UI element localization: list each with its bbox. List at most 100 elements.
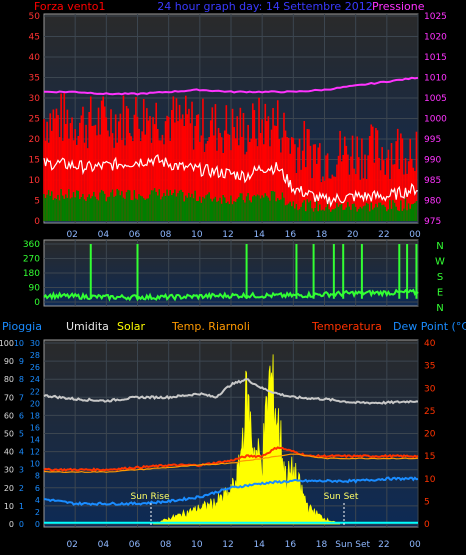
chart-title: 24 hour graph day: 14 Settembre 2012	[157, 0, 372, 13]
x-tick-label: 08	[160, 540, 172, 550]
solar-tick: 20	[30, 399, 40, 408]
x-tick-label: 00	[409, 230, 421, 240]
compass-tick: W	[435, 257, 445, 268]
rain-tick: 6	[19, 411, 24, 420]
temperature-line	[43, 446, 419, 472]
x-axis-top: 02 04 06 08 10 12 14 16 18 20 22 00	[66, 230, 421, 240]
direction-tick: 360	[23, 240, 40, 250]
temperature-tick: 30	[424, 384, 436, 394]
legend-temperatura: Temperatura	[311, 320, 382, 333]
wind-tick: 45	[29, 33, 40, 43]
rain-tick: 10	[14, 339, 24, 348]
wind-bars	[43, 92, 418, 221]
legend-dew-point: Dew Point (°C)	[393, 320, 466, 333]
direction-tick: 0	[34, 298, 40, 308]
pressure-tick: 1020	[424, 33, 447, 43]
temperature-tick: 5	[424, 497, 430, 507]
rain-tick: 4	[19, 448, 24, 457]
x-tick-label: 10	[191, 540, 203, 550]
x-axis-bottom: 02 04 06 08 10 12 14 16 18 Sun Set 22 00	[66, 540, 421, 550]
rain-tick: 1	[19, 502, 24, 511]
pressure-tick: 1005	[424, 94, 447, 104]
direction-grid	[44, 240, 419, 306]
temperature-tick: 25	[424, 407, 435, 417]
solar-tick: 10	[30, 460, 40, 469]
pressure-tick: 980	[424, 197, 441, 207]
humidity-tick: 80	[4, 375, 14, 384]
direction-spikes	[89, 244, 418, 299]
humidity-tick: 90	[4, 357, 14, 366]
humidity-tick: 70	[4, 393, 14, 402]
x-tick-label: 16	[285, 230, 297, 240]
x-tick-label: 04	[98, 540, 110, 550]
legend-umidita: Umidita	[66, 320, 109, 333]
direction-tick: 180	[23, 269, 40, 279]
wind-tick: 0	[34, 217, 40, 227]
direction-tick: 270	[23, 255, 40, 265]
x-tick-label: 02	[66, 540, 77, 550]
compass-tick: S	[437, 272, 443, 283]
x-tick-label: 18	[316, 230, 328, 240]
rain-tick: 3	[19, 466, 24, 475]
solar-tick: 8	[35, 472, 40, 481]
temperature-tick: 0	[424, 520, 430, 530]
wind-tick: 30	[29, 94, 41, 104]
temperature-axis: 40 35 30 25 20 15 10 5 0	[424, 339, 436, 530]
solar-tick: 22	[30, 387, 40, 396]
direction-axis-left: 360 270 180 90 0	[23, 240, 40, 308]
direction-line	[43, 288, 419, 302]
pressure-tick: 1010	[424, 74, 447, 84]
wind-tick: 10	[29, 176, 41, 186]
x-tick-label: 06	[129, 540, 141, 550]
x-tick-label: 14	[253, 230, 265, 240]
humidity-tick: 20	[4, 484, 14, 493]
humidity-tick: 100	[0, 339, 14, 348]
humidity-tick: 60	[4, 411, 14, 420]
solar-tick: 14	[30, 436, 40, 445]
humidity-tick: 50	[4, 430, 14, 439]
solar-tick: 30	[30, 339, 40, 348]
temperature-tick: 15	[424, 452, 435, 462]
rain-tick: 5	[19, 430, 24, 439]
compass-tick: N	[436, 303, 443, 314]
pressure-tick: 1025	[424, 12, 447, 22]
compass-tick: E	[437, 288, 443, 299]
wind-speed-label: Forza vento1	[34, 0, 106, 13]
legend-solar: Solar	[117, 320, 146, 333]
pressure-tick: 995	[424, 135, 441, 145]
pressure-line	[43, 76, 419, 96]
pressure-tick: 975	[424, 217, 441, 227]
solar-tick: 28	[30, 351, 40, 360]
x-tick-label: 00	[409, 540, 421, 550]
temperature-tick: 10	[424, 475, 436, 485]
rain-tick: 7	[19, 393, 24, 402]
wind-speed-line	[43, 154, 418, 208]
solar-tick: 0	[35, 520, 40, 529]
humidity-tick: 40	[4, 448, 14, 457]
wind-tick: 25	[29, 115, 40, 125]
dew-point-line	[43, 476, 419, 507]
solar-tick: 16	[30, 423, 40, 432]
x-tick-label: 22	[378, 230, 389, 240]
compass-tick: N	[436, 241, 443, 252]
x-tick-label: 04	[98, 230, 110, 240]
sun-rise-label: Sun Rise	[131, 492, 170, 502]
pressure-tick: 985	[424, 176, 441, 186]
x-tick-label: 08	[160, 230, 172, 240]
humidity-tick: 30	[4, 466, 14, 475]
rain-tick: 2	[19, 484, 24, 493]
rain-tick: 8	[19, 375, 24, 384]
humidity-line	[43, 378, 419, 405]
pressure-tick: 1000	[424, 115, 447, 125]
solar-tick: 2	[35, 508, 40, 517]
sun-set-label: Sun Set	[324, 492, 359, 502]
wind-tick: 50	[29, 12, 41, 22]
x-tick-label: 12	[222, 230, 233, 240]
pressure-axis-right: 1025 1020 1015 1010 1005 1000 995 990 985 980 975	[424, 12, 447, 227]
x-tick-label: 20	[347, 230, 359, 240]
